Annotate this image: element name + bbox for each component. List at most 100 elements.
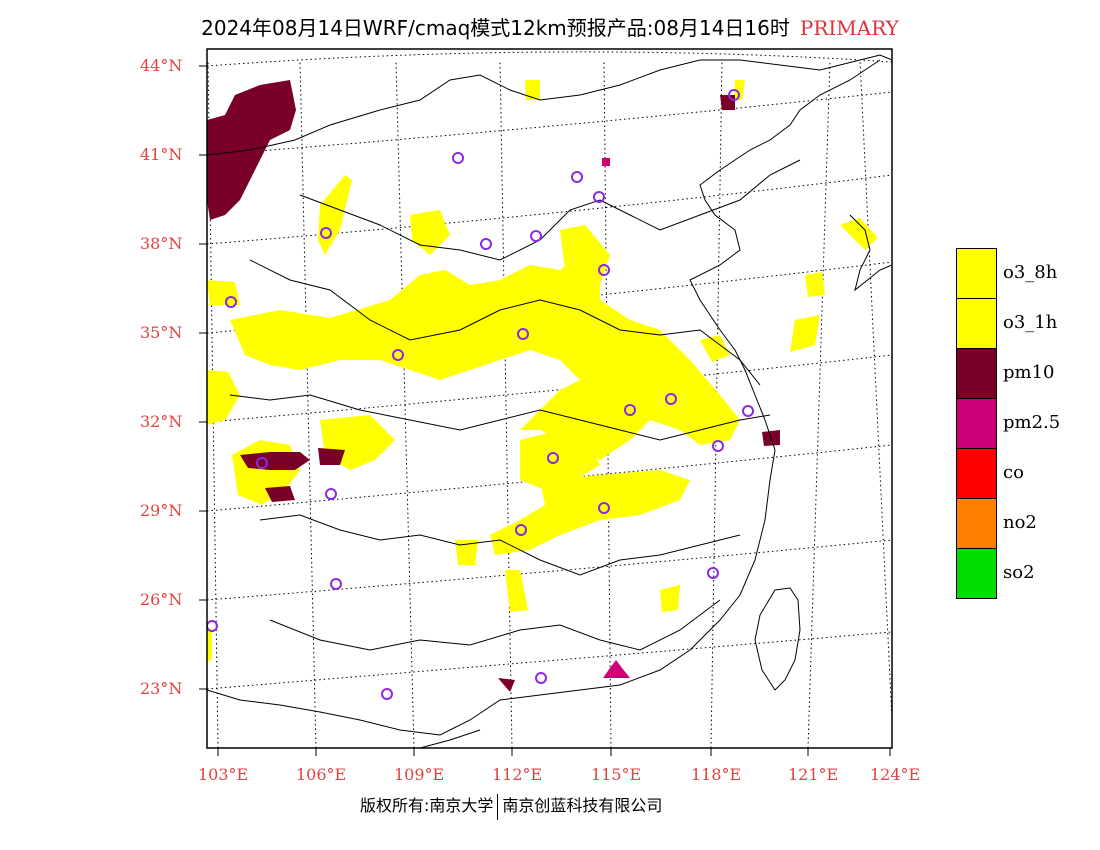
- title-main: 2024年08月14日WRF/cmaq模式12km预报产品:08月14日16时: [201, 16, 790, 40]
- pm25-beijing: [602, 158, 610, 166]
- legend-swatch: [956, 298, 997, 348]
- lon-label-115e: 115°E: [591, 765, 642, 784]
- o3-shandong-east: [790, 315, 820, 352]
- o3-central-belt: [230, 255, 740, 460]
- province-line-b: [249, 259, 761, 386]
- province-line-e: [269, 599, 721, 651]
- hainan-edge: [419, 729, 481, 748]
- axis-ticks: [199, 65, 891, 756]
- lat-label-29n: 29°N: [140, 501, 183, 520]
- legend-label: o3_1h: [1003, 312, 1058, 333]
- southern-border: [207, 419, 776, 736]
- lat-label-41n: 41°N: [140, 145, 183, 164]
- station-marker: [712, 440, 724, 452]
- province-line-a: [299, 159, 801, 261]
- station-marker: [325, 488, 337, 500]
- gridline-23n: [207, 631, 892, 690]
- station-marker: [225, 296, 237, 308]
- o3-sea-patch: [805, 272, 825, 297]
- taiwan: [754, 587, 801, 691]
- legend-swatch: [956, 348, 997, 398]
- copyright-footer: 版权所有:南京大学 南京创蓝科技有限公司: [360, 792, 662, 820]
- gridline-32n: [207, 354, 892, 423]
- o3-hebei: [560, 225, 610, 290]
- gridline-106e: [299, 59, 317, 748]
- gridline-44n: [207, 51, 892, 67]
- o3-inner-mongolia: [525, 80, 540, 100]
- station-marker: [547, 452, 559, 464]
- pm25-regions: [602, 158, 630, 678]
- station-marker: [593, 191, 605, 203]
- legend-label: pm10: [1003, 362, 1055, 383]
- station-marker: [598, 264, 610, 276]
- gridline-124e: [859, 59, 892, 721]
- station-markers: [207, 89, 754, 700]
- station-marker: [535, 672, 547, 684]
- legend-label: no2: [1003, 512, 1037, 533]
- legend-label: co: [1003, 462, 1024, 483]
- o3-beijing-west: [410, 210, 450, 255]
- pm25-guangdong-coast: [603, 660, 630, 678]
- lon-label-124e: 124°E: [870, 765, 921, 784]
- station-marker: [728, 89, 740, 101]
- o3-hunan-south: [455, 540, 478, 565]
- lon-label-112e: 112°E: [492, 765, 543, 784]
- latitude-gridlines: [207, 51, 892, 690]
- coast-north: [689, 59, 881, 421]
- o3-jiangxi-band: [490, 470, 690, 555]
- station-marker: [665, 393, 677, 405]
- boundaries: [207, 54, 892, 748]
- northern-border: [207, 54, 892, 156]
- legend-swatch: [956, 498, 997, 548]
- province-line-c: [229, 394, 771, 441]
- station-marker: [452, 152, 464, 164]
- title-primary-tag: PRIMARY: [799, 16, 899, 40]
- pm10-sichuan-south: [265, 486, 295, 502]
- gridline-121e: [807, 59, 831, 748]
- pm10-south: [498, 678, 515, 692]
- lon-label-118e: 118°E: [691, 765, 742, 784]
- o3-west-edge: [207, 370, 240, 425]
- gridline-38n: [207, 174, 892, 245]
- lat-label-38n: 38°N: [140, 234, 183, 253]
- o3-hubei-east: [700, 335, 730, 362]
- station-marker: [624, 404, 636, 416]
- legend-label: o3_8h: [1003, 262, 1058, 283]
- footer-separator: [497, 793, 499, 820]
- pm10-chongqing: [318, 448, 345, 465]
- station-marker: [480, 238, 492, 250]
- station-marker: [598, 502, 610, 514]
- station-marker: [381, 688, 393, 700]
- legend-swatch: [956, 448, 997, 498]
- copyright-left: 版权所有:南京大学: [360, 796, 494, 815]
- province-line-d: [259, 514, 741, 576]
- o3-yunnan-border: [207, 628, 212, 662]
- lat-label-35n: 35°N: [140, 323, 183, 342]
- liaodong-coast: [849, 214, 892, 292]
- map-title: 2024年08月14日WRF/cmaq模式12km预报产品:08月14日16时 P…: [0, 12, 1100, 41]
- gridline-112e: [499, 59, 513, 748]
- lon-label-109e: 109°E: [394, 765, 445, 784]
- o3-west-block: [207, 280, 240, 305]
- station-marker: [515, 524, 527, 536]
- o3-fujian-west: [660, 585, 680, 612]
- station-marker: [256, 457, 268, 469]
- lat-label-32n: 32°N: [140, 412, 183, 431]
- station-marker: [207, 620, 218, 632]
- pm10-sichuan-west: [240, 452, 310, 470]
- map-content: [207, 51, 892, 748]
- lat-label-23n: 23°N: [140, 679, 183, 698]
- pm10-liaoning: [720, 95, 735, 110]
- lon-label-106e: 106°E: [296, 765, 347, 784]
- gridline-26n: [207, 539, 892, 601]
- station-marker: [707, 567, 719, 579]
- o3-liaodong: [840, 218, 878, 250]
- lat-label-44n: 44°N: [140, 56, 183, 75]
- o3-shanxi: [318, 175, 352, 255]
- lon-label-121e: 121°E: [788, 765, 839, 784]
- lon-label-103e: 103°E: [198, 765, 249, 784]
- o3-middle: [520, 430, 600, 490]
- copyright-right: 南京创蓝科技有限公司: [502, 796, 663, 815]
- station-marker: [742, 405, 754, 417]
- o3-dongbei: [734, 80, 745, 100]
